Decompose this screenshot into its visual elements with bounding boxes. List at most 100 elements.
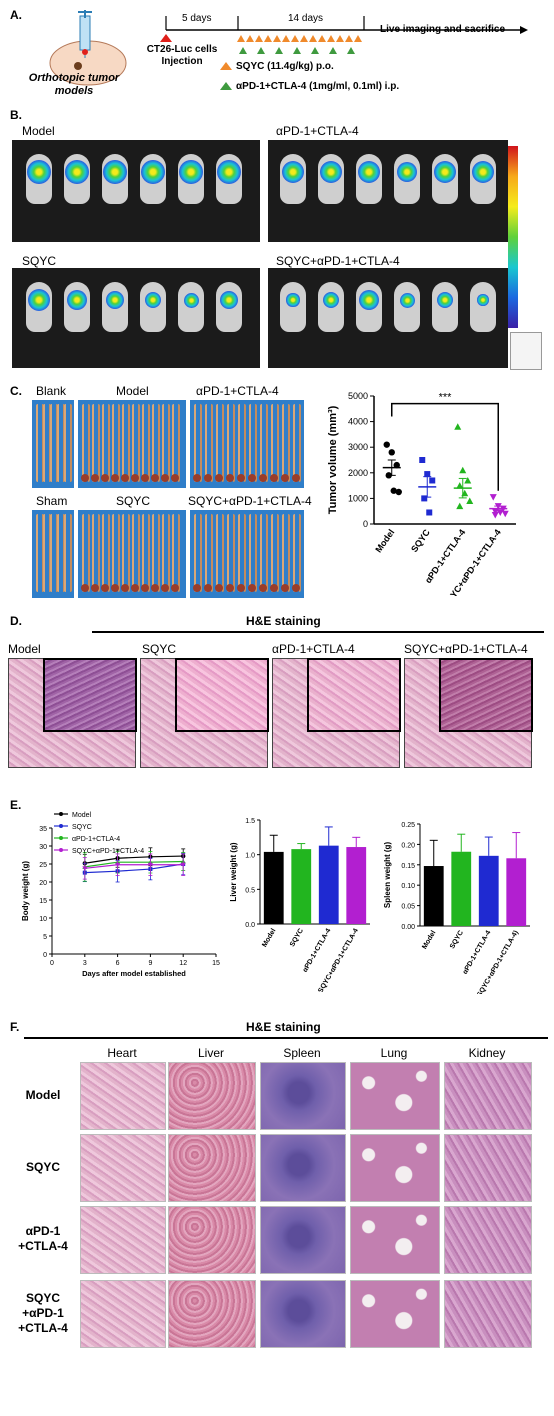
bar <box>291 849 312 924</box>
y-tick-label: 0.10 <box>401 883 415 890</box>
sqyc-dose-arrow <box>282 35 290 42</box>
significance-label: *** <box>439 391 453 403</box>
tumor-nodule <box>81 584 89 592</box>
photo-label-model: Model <box>116 384 149 398</box>
he-section-kidney <box>444 1134 532 1202</box>
y-tick-label: 5000 <box>348 391 368 401</box>
data-point <box>456 482 464 489</box>
data-point <box>489 494 497 501</box>
y-tick-label: 30 <box>39 844 47 851</box>
luminescence-colorbar <box>508 146 518 328</box>
tumor-nodule <box>91 474 99 482</box>
luminescence-signal <box>436 291 454 309</box>
x-tick-label: Model <box>421 929 437 950</box>
luminescence-signal <box>183 292 199 308</box>
tumor-nodule <box>270 584 278 592</box>
tumor-nodule <box>226 584 234 592</box>
x-tick-label: Model <box>373 527 396 554</box>
panel-f-label: F. <box>10 1020 20 1034</box>
organ-column-spleen: Spleen <box>283 1046 321 1060</box>
data-point <box>383 441 390 448</box>
luminescence-signal <box>433 160 457 184</box>
tumor-nodule <box>81 474 89 482</box>
mouse-image <box>356 154 382 204</box>
he-tumor-sqyc <box>140 658 269 768</box>
photo-label-combo: SQYC+αPD-1+CTLA-4 <box>188 494 312 508</box>
y-tick-label: 0.20 <box>401 842 415 849</box>
he-label-combo: SQYC+αPD-1+CTLA-4 <box>404 642 528 656</box>
intestine-specimen <box>194 514 202 592</box>
he-section-liver <box>168 1280 256 1348</box>
data-point <box>426 509 433 516</box>
legend-marker <box>59 848 63 852</box>
data-point <box>393 461 400 469</box>
data-point <box>82 866 88 871</box>
tumor-nodule <box>151 474 159 482</box>
intestine-specimen <box>293 514 301 592</box>
sqyc-dose-arrow <box>246 35 254 42</box>
data-point <box>501 510 509 518</box>
panel-c-label: C. <box>10 384 22 398</box>
he-section-heart <box>80 1062 166 1130</box>
x-tick-label: SQYC <box>409 527 432 554</box>
photo-label-sqyc: SQYC <box>116 494 151 508</box>
mouse-image <box>26 282 52 332</box>
x-tick-label: 6 <box>116 960 120 967</box>
intestine-specimen <box>122 404 130 482</box>
he-section-liver <box>168 1062 256 1130</box>
tumor-nodule <box>171 474 179 482</box>
legend-label: Model <box>72 812 92 819</box>
pd1-dose-arrow <box>257 47 265 54</box>
luminescence-signal <box>141 160 165 184</box>
mouse-image <box>64 154 90 204</box>
photo-label-blank: Blank <box>36 384 67 398</box>
tumor-nodule <box>141 474 149 482</box>
x-tick-label: 12 <box>179 960 187 967</box>
luminescence-signal <box>477 294 489 306</box>
he-section-liver <box>168 1206 256 1274</box>
organ-column-kidney: Kidney <box>468 1046 506 1060</box>
organ-row-label: SQYC +αPD-1 +CTLA-4 <box>18 1290 68 1335</box>
legend-label: SQYC <box>72 824 92 831</box>
mouse-image <box>140 154 166 204</box>
mouse-image <box>64 282 90 332</box>
he-label-sqyc: SQYC <box>142 642 177 656</box>
tumor-nodule <box>111 584 119 592</box>
y-tick-label: 25 <box>39 862 47 869</box>
pd1-dose-arrow <box>311 47 319 54</box>
luminescence-signal <box>322 291 340 309</box>
x-tick-label: αPD-1+CTLA-4 <box>302 927 333 973</box>
tumor-nodule <box>270 474 278 482</box>
x-tick-label: 9 <box>148 960 152 967</box>
panel-d-rule <box>92 631 544 633</box>
mouse-image <box>394 154 420 204</box>
he-section-liver <box>168 1134 256 1202</box>
he-label-model: Model <box>8 642 41 656</box>
x-tick-label: 3 <box>83 960 87 967</box>
panel-f-rule <box>24 1037 548 1039</box>
tumor-nodule <box>141 584 149 592</box>
he-tumor-model <box>8 658 137 768</box>
group-label-sqyc: SQYC <box>22 254 57 268</box>
intestine-specimen <box>64 404 72 482</box>
pd1-dose-arrow <box>329 47 337 54</box>
sqyc-dose-arrow <box>291 35 299 42</box>
pd1-dose-arrow <box>275 47 283 54</box>
injection-label: CT26-Luc cells Injection <box>146 44 218 67</box>
luminescence-signal <box>66 289 88 311</box>
sqyc-dose-arrow <box>264 35 272 42</box>
photo-blank <box>32 400 74 488</box>
data-point <box>419 457 426 463</box>
sqyc-dose-arrow <box>327 35 335 42</box>
mouse-image <box>470 154 496 204</box>
tumor-nodule <box>121 584 129 592</box>
he-section-lung <box>350 1062 440 1130</box>
body-weight-chart: 0 5 10 15 20 25 30 35 0 3 6 9 12 15 Days after model e… <box>21 812 220 978</box>
pd1-dose-arrow <box>293 47 301 54</box>
sqyc-dose-arrow <box>354 35 362 42</box>
panel-d-label: D. <box>10 614 22 628</box>
x-tick-label: SQYC <box>289 928 305 949</box>
organ-row-label: Model <box>25 1087 61 1102</box>
pd1-dose-arrow <box>239 47 247 54</box>
pd1-dose-arrow <box>347 47 355 54</box>
